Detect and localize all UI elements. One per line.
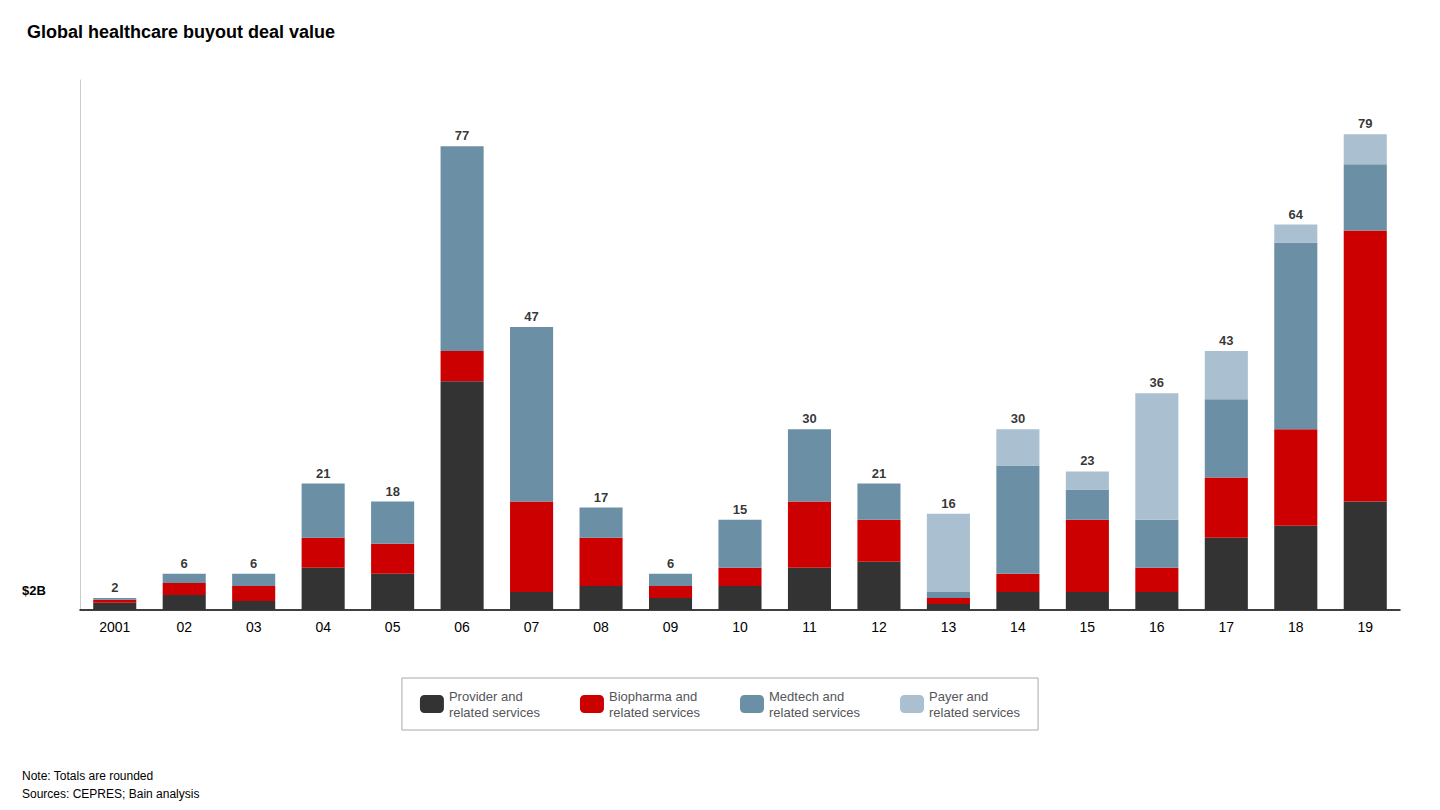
svg-text:06: 06 bbox=[454, 619, 470, 635]
svg-text:14: 14 bbox=[1010, 619, 1026, 635]
svg-text:30: 30 bbox=[802, 411, 816, 426]
svg-text:77: 77 bbox=[455, 128, 469, 143]
svg-text:03: 03 bbox=[246, 619, 262, 635]
svg-text:43: 43 bbox=[1219, 333, 1233, 348]
svg-text:Note: Totals are rounded: Note: Totals are rounded bbox=[22, 769, 153, 783]
svg-text:47: 47 bbox=[524, 309, 538, 324]
svg-text:Payer and: Payer and bbox=[929, 689, 988, 704]
svg-text:related services: related services bbox=[769, 705, 861, 720]
svg-text:13: 13 bbox=[941, 619, 957, 635]
svg-text:79: 79 bbox=[1358, 116, 1372, 131]
svg-text:Provider and: Provider and bbox=[449, 689, 523, 704]
svg-text:30: 30 bbox=[1011, 411, 1025, 426]
svg-text:Medtech and: Medtech and bbox=[769, 689, 844, 704]
svg-text:07: 07 bbox=[524, 619, 540, 635]
svg-text:18: 18 bbox=[385, 484, 399, 499]
svg-text:04: 04 bbox=[315, 619, 331, 635]
svg-text:Biopharma and: Biopharma and bbox=[609, 689, 697, 704]
svg-text:21: 21 bbox=[316, 466, 330, 481]
svg-text:17: 17 bbox=[594, 490, 608, 505]
svg-text:15: 15 bbox=[733, 502, 747, 517]
svg-text:16: 16 bbox=[1149, 619, 1165, 635]
svg-text:09: 09 bbox=[663, 619, 679, 635]
svg-text:05: 05 bbox=[385, 619, 401, 635]
svg-text:17: 17 bbox=[1219, 619, 1235, 635]
svg-text:6: 6 bbox=[181, 556, 188, 571]
svg-text:02: 02 bbox=[176, 619, 192, 635]
svg-text:15: 15 bbox=[1080, 619, 1096, 635]
svg-text:related services: related services bbox=[449, 705, 541, 720]
svg-text:Global healthcare buyout deal: Global healthcare buyout deal value bbox=[27, 22, 335, 42]
svg-text:16: 16 bbox=[941, 496, 955, 511]
svg-text:related services: related services bbox=[929, 705, 1021, 720]
svg-text:6: 6 bbox=[667, 556, 674, 571]
svg-text:21: 21 bbox=[872, 466, 886, 481]
svg-text:12: 12 bbox=[871, 619, 887, 635]
svg-text:6: 6 bbox=[250, 556, 257, 571]
svg-text:08: 08 bbox=[593, 619, 609, 635]
svg-text:64: 64 bbox=[1289, 207, 1304, 222]
svg-text:2001: 2001 bbox=[99, 619, 130, 635]
svg-text:Sources: CEPRES; Bain analysis: Sources: CEPRES; Bain analysis bbox=[22, 787, 199, 801]
svg-text:10: 10 bbox=[732, 619, 748, 635]
svg-text:$2B: $2B bbox=[22, 583, 46, 598]
svg-text:2: 2 bbox=[111, 580, 118, 595]
svg-text:18: 18 bbox=[1288, 619, 1304, 635]
svg-text:19: 19 bbox=[1357, 619, 1373, 635]
svg-text:23: 23 bbox=[1080, 453, 1094, 468]
svg-text:related services: related services bbox=[609, 705, 701, 720]
svg-text:36: 36 bbox=[1150, 375, 1164, 390]
svg-text:11: 11 bbox=[802, 619, 817, 635]
